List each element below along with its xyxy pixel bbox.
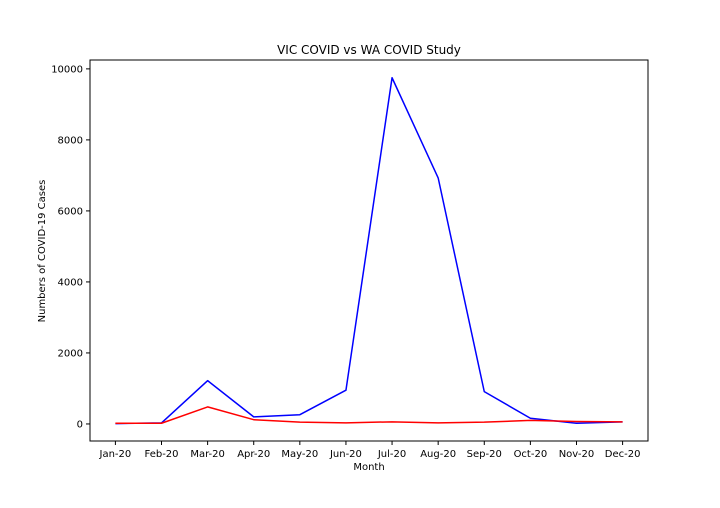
y-tick-label: 8000 [58,135,83,146]
x-tick-label: May-20 [281,449,318,460]
y-tick-label: 4000 [58,277,83,288]
y-tick-label: 2000 [58,348,83,359]
series-lines [115,77,623,425]
y-tick-label: 10000 [51,64,83,75]
x-tick-label: Aug-20 [420,449,456,460]
x-tick-label: Nov-20 [559,449,595,460]
x-tick-label: Jan-20 [99,449,132,460]
y-axis-label: Numbers of COVID-19 Cases [37,180,48,323]
x-tick-label: Jul-20 [377,449,406,460]
x-tick-label: Oct-20 [514,449,548,460]
x-tick-label: Dec-20 [605,449,641,460]
x-tick-label: Feb-20 [144,449,178,460]
series-line-1 [115,77,623,425]
plot-frame [89,59,649,442]
x-tick-label: Sep-20 [467,449,502,460]
y-tick-label: 0 [77,419,83,430]
series-line-2 [115,406,623,424]
x-tick-label: Apr-20 [237,449,270,460]
x-axis-label: Month [353,462,384,473]
chart-title: VIC COVID vs WA COVID Study [277,43,461,57]
x-tick-label: Mar-20 [190,449,225,460]
axis-ticks: Jan-20 Feb-20 Mar-20 Apr-20 May-20 Jun-20 Jul-… [51,64,640,460]
x-tick-label: Jun-20 [329,449,362,460]
y-tick-label: 6000 [58,206,83,217]
